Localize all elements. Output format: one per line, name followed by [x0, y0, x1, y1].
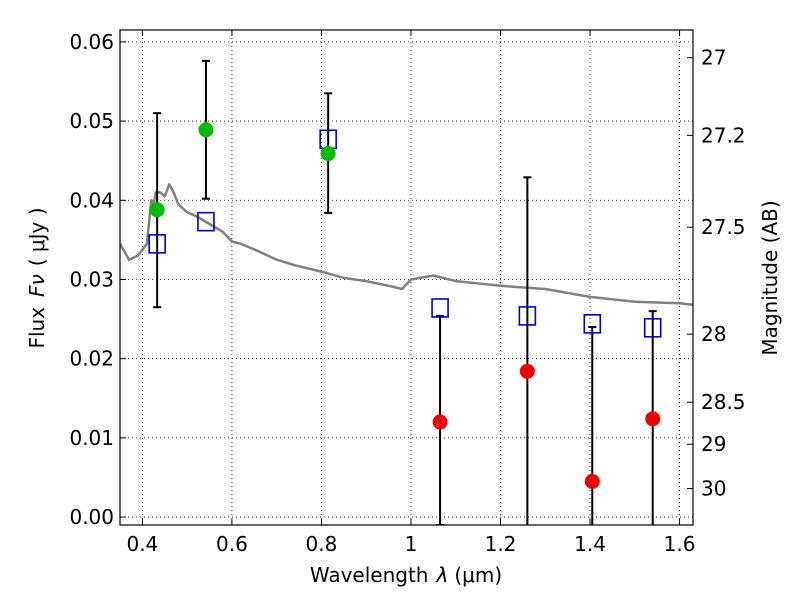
y-tick-label: 0.06 [69, 30, 114, 54]
grid [120, 30, 693, 525]
x-axis-title-symbol: λ [436, 563, 449, 587]
upper-limit-point [584, 473, 600, 489]
y2-tick-label: 27.2 [701, 123, 746, 147]
y-tick-label: 0.00 [69, 505, 114, 529]
y-tick-label: 0.05 [69, 109, 114, 133]
y2-tick-label: 27 [701, 46, 726, 70]
y-axis-title-word: Flux [25, 307, 49, 349]
model-photometry-square [431, 298, 449, 318]
y2-tick-label: 28 [701, 322, 726, 346]
y-tick-label: 0.04 [69, 188, 114, 212]
y2-tick-label: 29 [701, 432, 726, 456]
y2-axis-title: Magnitude (AB) [758, 200, 782, 355]
x-tick-label: 0.4 [126, 532, 158, 556]
detection-point [320, 146, 336, 162]
model-photometry-square [643, 317, 662, 338]
x-tick-label: 0.6 [216, 532, 248, 556]
marks [120, 59, 693, 525]
model-photometry-square [518, 306, 537, 326]
upper-limit-point [645, 411, 661, 427]
model-photometry-square [148, 234, 166, 254]
y-tick-label: 0.02 [69, 347, 114, 371]
x-tick-label: 1 [405, 532, 418, 556]
x-axis-title-word: Wavelength [310, 563, 429, 587]
plot-frame [119, 29, 694, 526]
model-spectrum-line [120, 183, 693, 307]
y-axis-title: Flux Fν ( μJy ) [25, 207, 49, 348]
model-photometry-square [583, 314, 602, 334]
detection-point [149, 202, 165, 218]
upper-limit-point [519, 363, 535, 379]
detection-point [198, 122, 214, 138]
x-tick-label: 1.2 [485, 532, 517, 556]
y2-tick-label: 27.5 [701, 215, 746, 239]
y-axis-title-unit: ( μJy ) [25, 207, 49, 266]
plot-area [120, 30, 693, 525]
y-axis-title-symbol: Fν [25, 274, 49, 297]
y-tick-label: 0.01 [69, 426, 114, 450]
x-tick-label: 0.8 [306, 532, 338, 556]
x-axis-title-unit: (μm) [454, 563, 502, 587]
y2-tick-label: 28.5 [701, 390, 746, 414]
model-photometry-square [197, 211, 215, 232]
x-tick-label: 1.4 [574, 532, 606, 556]
y2-tick-label: 30 [701, 477, 726, 501]
upper-limit-point [432, 414, 448, 430]
x-axis-title: Wavelength λ (μm) [310, 563, 502, 587]
y-tick-label: 0.03 [69, 267, 114, 291]
x-tick-label: 1.6 [664, 532, 696, 556]
ticks: 0.4 0.6 0.8 1 1.2 1.4 1.6 0.00 0.01 0.02 0.03 0.04 0… [69, 30, 745, 556]
